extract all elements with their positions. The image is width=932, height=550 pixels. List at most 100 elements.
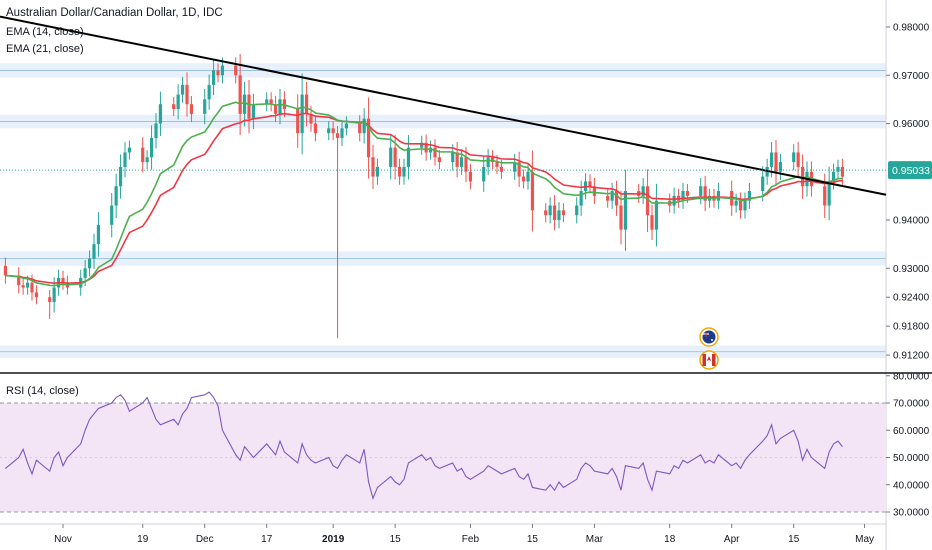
candle-body [544, 210, 548, 216]
candle-body [371, 157, 375, 177]
candle-body [495, 162, 499, 167]
candle-body [158, 104, 163, 124]
candle-body [579, 191, 583, 206]
support-resistance-zones [0, 63, 886, 358]
candle-body [34, 292, 39, 298]
candle-body [149, 137, 154, 158]
candle-body [375, 166, 380, 177]
candle-body [406, 147, 411, 167]
candle-body [685, 191, 690, 196]
candle-body [114, 186, 118, 206]
candle-body [127, 147, 132, 153]
australia-flag-star [711, 339, 713, 341]
candle-body [309, 113, 313, 124]
candle-body [21, 285, 25, 288]
time-tick-label: May [855, 534, 874, 545]
ema14-line [5, 101, 843, 287]
candle-body [455, 152, 459, 167]
candle-body [17, 275, 21, 286]
candle-body [610, 191, 614, 201]
event-flags [699, 327, 719, 370]
candle-body [796, 152, 800, 167]
time-axis: Nov19Dec17201915Feb15Mar18Apr15May20 [54, 524, 874, 545]
candle-body [552, 205, 557, 220]
candle-body [526, 171, 530, 182]
candle-body [774, 152, 778, 172]
candle-body [313, 123, 318, 134]
time-tick-label: 18 [664, 534, 676, 545]
candle-body [238, 75, 242, 114]
rsi-pane: 80.0000 70.0000 60.0000 50.0000 40.0000 30.00… [0, 371, 930, 519]
candle-body [521, 176, 526, 182]
price-tick-label: 0.98000 [893, 23, 930, 34]
candle-body [358, 123, 362, 134]
candle-body [831, 171, 836, 182]
price-tick-label: 0.91800 [893, 322, 930, 333]
rsi-tick-label: 30.0000 [893, 508, 930, 519]
candle-body [823, 186, 827, 206]
candle-body [575, 205, 579, 216]
candle-body [335, 133, 340, 138]
candle-body [420, 142, 424, 148]
candle-body [548, 205, 552, 216]
candle-body [699, 186, 703, 196]
time-tick-label: 15 [390, 534, 402, 545]
rsi-band [0, 403, 886, 512]
rsi-tick-label: 60.0000 [893, 426, 930, 437]
candle-body [273, 104, 278, 114]
candle-body [25, 282, 30, 288]
candle-body [650, 215, 654, 230]
canada-flag-left-band [702, 354, 706, 366]
candle-body [242, 94, 247, 114]
candle-body [464, 157, 468, 172]
candle-body [340, 128, 344, 138]
time-tick-label: 17 [261, 534, 273, 545]
candle-body [327, 128, 331, 134]
ema21-legend[interactable]: EMA (21, close) [6, 43, 84, 55]
rsi-tick-label: 70.0000 [893, 399, 930, 410]
candle-body [52, 287, 56, 303]
candle-body [654, 200, 659, 230]
candle-body [92, 244, 96, 259]
candle-body [123, 152, 127, 167]
rsi-tick-label: 80.0000 [893, 371, 930, 382]
time-tick-label: 19 [137, 534, 149, 545]
candle-body [220, 65, 225, 76]
candle-body [716, 191, 721, 201]
ema21-line [5, 112, 843, 284]
candle-body [734, 200, 738, 206]
candle-body [592, 186, 597, 196]
candle-body [366, 118, 371, 158]
candle-body [743, 200, 747, 211]
candle-body [154, 123, 158, 138]
candle-body [296, 109, 300, 134]
rsi-legend[interactable]: RSI (14, close) [6, 385, 79, 397]
candle-body [490, 157, 495, 163]
australia-flag-field [702, 330, 716, 344]
candle-body [738, 200, 743, 211]
candle-body [619, 205, 623, 230]
canada-flag-right-band [712, 354, 716, 366]
candle-body [145, 157, 149, 163]
candle-body [185, 84, 189, 105]
candle-body [344, 123, 349, 129]
candle-body [641, 186, 645, 196]
candle-body [96, 224, 101, 245]
candle-body [486, 157, 490, 167]
time-tick-label: Dec [196, 534, 214, 545]
candle-body [110, 205, 114, 225]
candle-body [3, 265, 8, 276]
symbol-legend[interactable]: Australian Dollar/Canadian Dollar, 1D, I… [6, 7, 223, 19]
candle-body [499, 166, 504, 172]
candle-body [176, 94, 180, 110]
candle-body [83, 268, 87, 278]
candlestick-series [3, 54, 845, 339]
candle-body [389, 147, 393, 167]
candle-body [269, 99, 273, 105]
ema14-legend[interactable]: EMA (14, close) [6, 26, 84, 38]
candle-body [459, 157, 464, 167]
candle-body [87, 258, 92, 269]
candle-body [437, 157, 442, 163]
price-tick-label: 0.97000 [893, 71, 930, 82]
